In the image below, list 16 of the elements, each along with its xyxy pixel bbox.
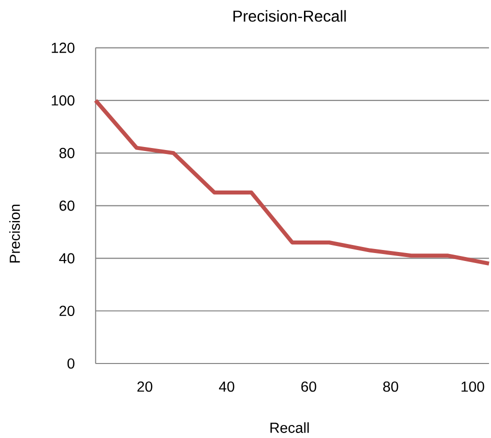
y-tick-label: 120 [52, 42, 74, 53]
x-tick-label: 100 [462, 381, 484, 392]
chart-title: Precision-Recall [233, 10, 346, 22]
x-axis-title: Recall [270, 422, 309, 433]
x-tick-label: 40 [218, 381, 234, 392]
x-tick-label: 60 [301, 381, 316, 392]
y-tick-label: 40 [59, 253, 74, 264]
line-series [94, 98, 491, 266]
y-tick-label: 60 [60, 200, 74, 211]
y-tick-label: 0 [67, 358, 74, 369]
y-tick-label: 20 [60, 306, 74, 316]
x-tick-label: 80 [383, 381, 398, 392]
y-tick-label: 80 [59, 148, 74, 158]
y-axis-title: Precision [9, 204, 20, 262]
y-tick-label: 100 [52, 95, 74, 106]
x-tick-label: 20 [137, 381, 152, 392]
